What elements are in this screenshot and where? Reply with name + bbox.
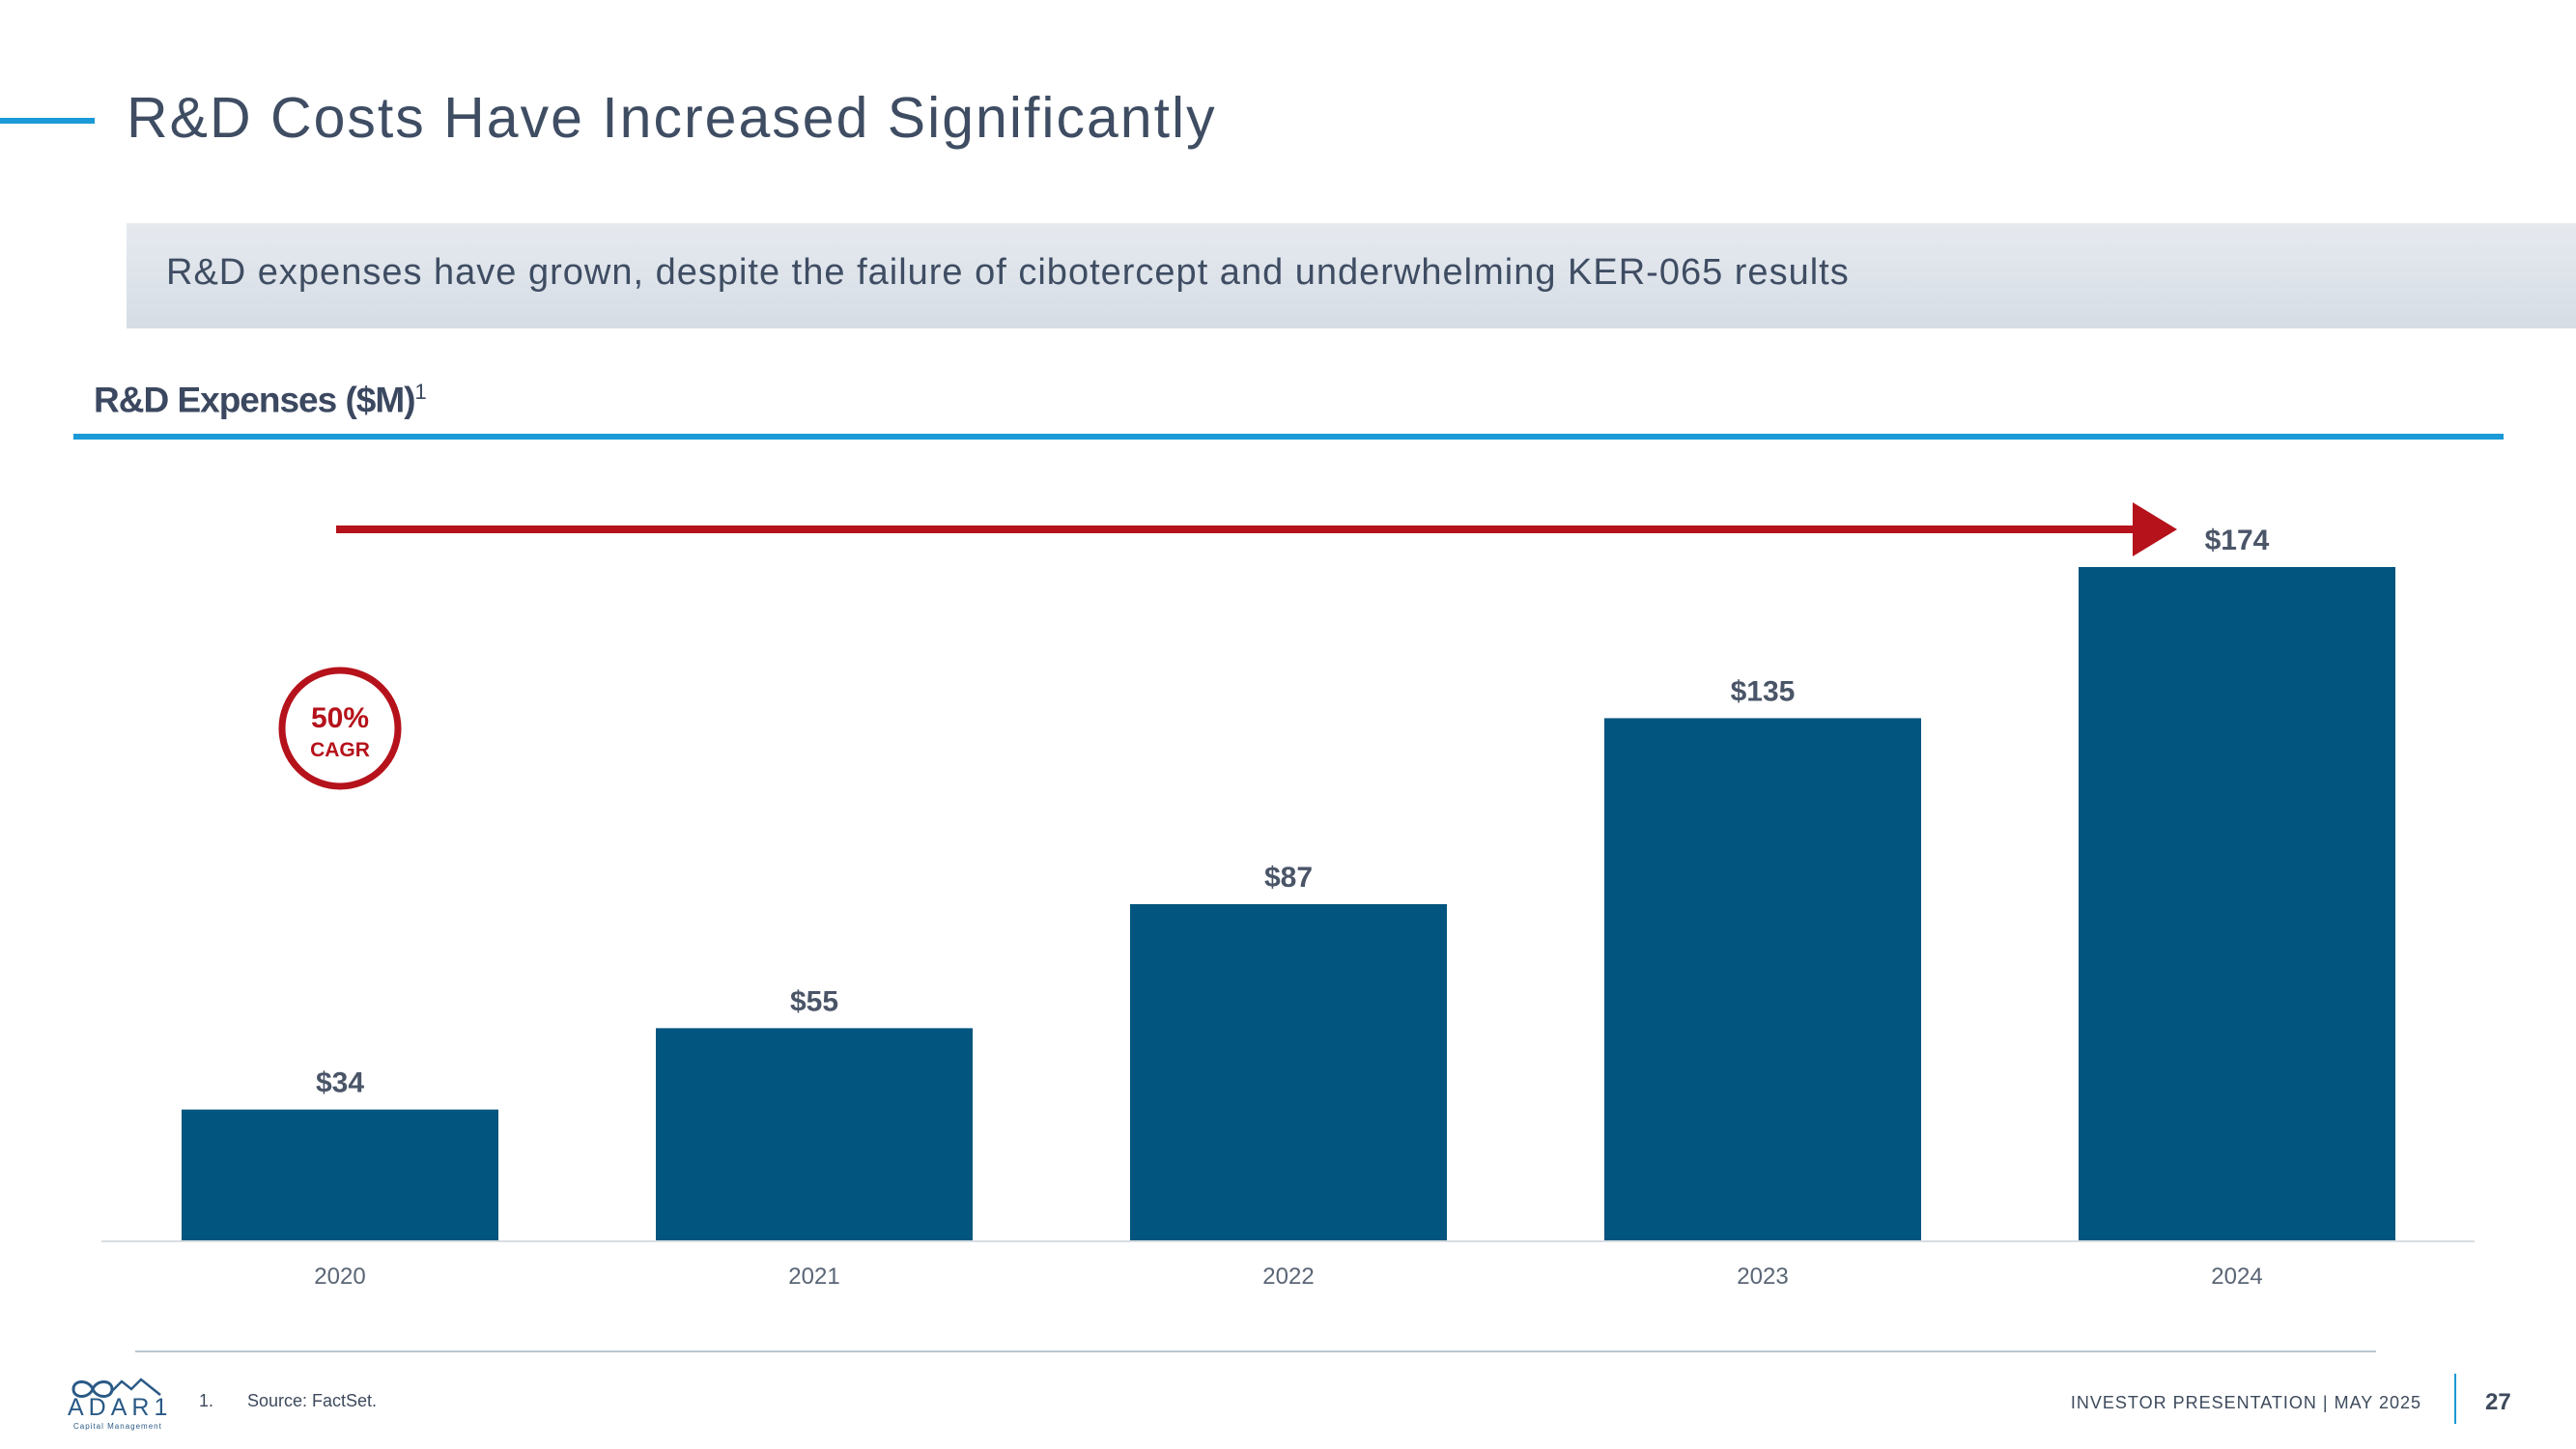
bar-value-label-2021: $55 [790, 985, 838, 1017]
cagr-value: 50% [311, 702, 369, 734]
bar-value-label-2022: $87 [1264, 862, 1313, 894]
subtitle-text: R&D expenses have grown, despite the fai… [166, 252, 1850, 293]
footer-rule [135, 1350, 2376, 1352]
chart-heading-footnote-marker: 1 [414, 380, 427, 404]
page-number: 27 [2485, 1389, 2511, 1415]
chart-heading-text: R&D Expenses ($M) [94, 380, 416, 420]
cagr-arrowhead-icon [2133, 502, 2177, 556]
chart-heading: R&D Expenses ($M)1 [94, 380, 427, 420]
cagr-annotation: 50% CAGR [278, 502, 2177, 1000]
bar-2022 [1130, 904, 1447, 1241]
x-tick-label-2023: 2023 [1737, 1264, 1788, 1290]
adar1-logo-icon [71, 1378, 161, 1398]
bar-2021 [656, 1028, 973, 1241]
footnote-text: Source: FactSet. [247, 1391, 378, 1410]
bar-value-label-2024: $174 [2205, 525, 2270, 556]
subtitle-banner: R&D expenses have grown, despite the fai… [127, 223, 2576, 328]
footer-label: INVESTOR PRESENTATION | MAY 2025 [2070, 1393, 2421, 1412]
bar-2020 [182, 1109, 498, 1241]
x-tick-label-2024: 2024 [2211, 1264, 2262, 1290]
x-tick-label-2020: 2020 [314, 1264, 365, 1290]
bar-2024 [2079, 567, 2395, 1241]
title-accent-rule [0, 118, 95, 124]
footer-divider [2454, 1374, 2456, 1424]
bar-2023 [1604, 718, 1921, 1241]
bar-value-label-2023: $135 [1731, 675, 1796, 707]
bar-value-label-2020: $34 [316, 1067, 364, 1099]
footnote-number: 1. [199, 1391, 214, 1410]
logo-subtext: Capital Management [73, 1422, 162, 1431]
chart-heading-rule [73, 434, 2504, 440]
page-title: R&D Costs Have Increased Significantly [127, 86, 1217, 150]
x-tick-label-2021: 2021 [788, 1264, 839, 1290]
cagr-circle [278, 667, 402, 790]
cagr-label: CAGR [310, 739, 370, 761]
logo-text: ADAR1 [68, 1394, 173, 1421]
x-tick-label-2022: 2022 [1262, 1264, 1314, 1290]
